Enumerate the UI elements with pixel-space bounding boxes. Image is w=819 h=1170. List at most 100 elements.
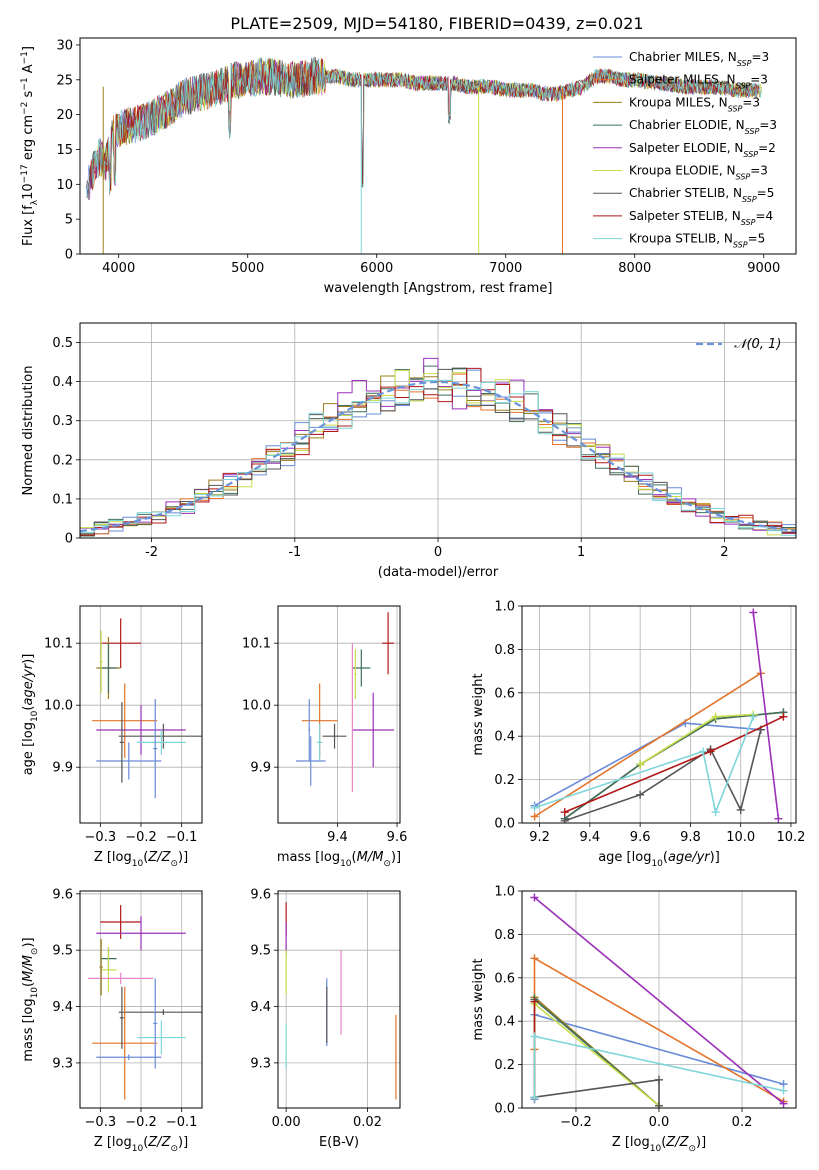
errorbar-point (351, 643, 354, 792)
x-axis-label: mass [log10(M/M⊙)] (277, 850, 401, 869)
mass-weight-marker (711, 712, 720, 721)
x-tick-label: −0.2 (125, 830, 157, 845)
y-tick-label: 0.3 (52, 414, 73, 429)
mass-weight-line (534, 716, 755, 815)
legend-label-name: Kroupa ELODIE, N (629, 164, 736, 178)
x-tick-label: 9.6 (387, 830, 408, 845)
errorbar-point (100, 643, 117, 693)
axes-frame (79, 890, 203, 1109)
y-tick-label: 0 (65, 248, 73, 263)
y-tick-label: 9.6 (250, 887, 271, 902)
y-axis-label-part: age [log (21, 722, 36, 775)
mass-weight-marker (530, 893, 539, 902)
legend-label-sub: SSP (741, 217, 756, 226)
legend-label: Chabrier MILES, NSSP=3 (629, 50, 769, 68)
y-tick-label: 0.2 (52, 453, 73, 468)
mass-weight-line (564, 711, 784, 820)
errorbar-point (316, 723, 323, 761)
x-axis-label-part: )] (710, 850, 720, 865)
errorbar-point (100, 947, 117, 993)
errorbar-point (96, 1054, 162, 1061)
legend-label: Chabrier ELODIE, NSSP=3 (629, 118, 777, 136)
errorbar-point (96, 916, 186, 951)
x-tick-label: 10.2 (776, 830, 805, 845)
legend-label-sub: SSP (736, 172, 751, 181)
panel-age-vs-mass: 9.4 9.6 9.9 10.0 10.1 mass [log10(M/M⊙)] (242, 605, 408, 869)
x-tick-label: 6000 (360, 261, 393, 276)
mass-weight-marker (736, 805, 745, 814)
x-axis-label-part: 10 (650, 1144, 662, 1154)
y-tick-label: 10.0 (44, 699, 73, 714)
x-axis-label: Z [log10(Z/Z⊙)] (94, 1135, 188, 1154)
y-axis-label-part: −17 (20, 164, 30, 183)
y-tick-label: 9.4 (52, 1000, 73, 1015)
y-axis-label-part: Normed distribution (21, 366, 36, 496)
plot-area-age-vs-z (92, 618, 202, 799)
y-tick-label: 0.2 (494, 773, 515, 788)
mass-weight-marker (749, 712, 758, 721)
mass-weight-marker (636, 760, 645, 769)
mass-weight-marker (530, 954, 539, 963)
axes-frame (521, 890, 797, 1109)
errorbar-point (136, 730, 186, 755)
legend-label-value: =3 (759, 118, 777, 132)
residual-histogram (80, 379, 796, 536)
legend-label-value: =5 (757, 186, 775, 200)
x-axis-label-part: )] (178, 850, 188, 865)
mass-weight-line (752, 612, 780, 819)
mass-weight-line (534, 722, 761, 807)
legend-label: Kroupa STELIB, NSSP=5 (629, 232, 765, 250)
x-axis-label-part: Z [log (612, 1135, 650, 1150)
x-axis-label: wavelength [Angstrom, rest frame] (324, 281, 553, 296)
y-axis-label-part: age/yr (21, 662, 36, 705)
legend-label-name: Kroupa STELIB, N (629, 232, 733, 246)
mass-weight-line (534, 1078, 660, 1106)
mass-weight-line (534, 672, 762, 818)
x-tick-label: −0.2 (560, 1115, 592, 1130)
x-tick-label: 9.6 (630, 830, 651, 845)
y-tick-label: 9.9 (250, 761, 271, 776)
plot-area-mass-vs-z (88, 905, 202, 1100)
y-tick-label: 0.2 (494, 1058, 515, 1073)
errorbar-point (308, 699, 311, 761)
errorbar-point (118, 723, 202, 749)
errorbar-point (153, 978, 158, 1069)
legend-label-sub: SSP (742, 195, 757, 204)
y-axis-label-part: −1 (20, 77, 30, 90)
y-axis-label: mass weight (471, 958, 486, 1040)
y-tick-label: 0.4 (494, 1015, 515, 1030)
x-tick-label: 7000 (489, 261, 522, 276)
mass-weight-line (533, 896, 785, 1105)
x-axis-label-part: age/yr (668, 850, 711, 865)
axes-frame (521, 605, 797, 824)
x-axis-label-part: ⊙ (170, 1144, 178, 1154)
legend-label-sub: SSP (737, 59, 752, 68)
legend-label: Salpeter ELODIE, NSSP=2 (629, 141, 776, 159)
x-tick-label: 0 (434, 545, 442, 560)
mass-weight-line (564, 715, 784, 813)
x-tick-label: 5000 (231, 261, 264, 276)
legend-label-value: =3 (750, 164, 768, 178)
legend-label-sub: SSP (743, 149, 758, 158)
legend-label-name: Salpeter STELIB, N (629, 209, 741, 223)
x-axis-label-part: wavelength [Angstrom, rest frame] (324, 281, 553, 296)
y-tick-label: 0.4 (494, 730, 515, 745)
legend-label-name: Kroupa MILES, N (629, 95, 728, 109)
x-tick-label: -2 (145, 545, 158, 560)
mass-weight-marker (706, 747, 715, 756)
y-tick-label: 9.3 (52, 1056, 73, 1071)
spectrum-line (91, 57, 763, 195)
x-tick-label: 1 (577, 545, 585, 560)
mass-weight-marker (560, 808, 569, 817)
y-axis-label-part: )] (21, 654, 36, 664)
legend-label-name: Salpeter ELODIE, N (629, 141, 743, 155)
x-tick-label: 8000 (618, 261, 651, 276)
y-tick-label: 30 (56, 38, 73, 53)
x-axis-label-part: 10 (651, 859, 663, 869)
y-tick-label: 15 (56, 143, 73, 158)
errorbar-point (88, 972, 154, 984)
plot-area-spectrum (86, 56, 763, 254)
x-axis-label-part: Z/Z (147, 850, 171, 865)
x-axis-label-part: Z [log (94, 850, 132, 865)
mass-weight-marker (560, 816, 569, 823)
